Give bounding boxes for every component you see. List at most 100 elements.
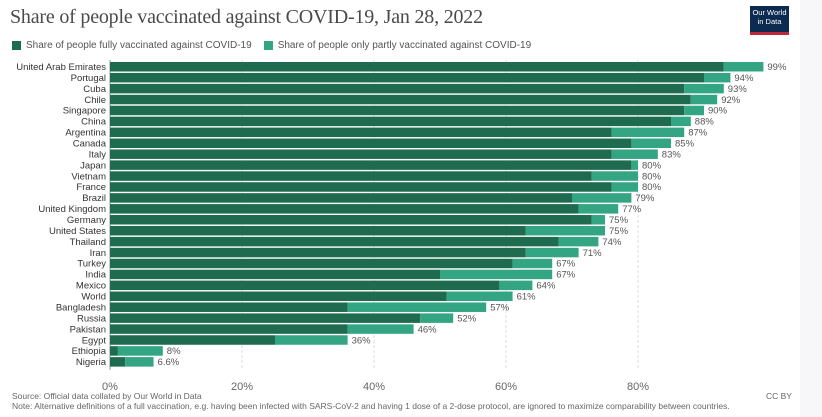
category-label: Turkey bbox=[77, 259, 106, 270]
value-label: 87% bbox=[688, 128, 708, 139]
bar-fully-vaccinated bbox=[110, 105, 685, 116]
bar-partly-vaccinated bbox=[591, 215, 605, 225]
bar-partly-vaccinated bbox=[578, 204, 619, 214]
bar-partly-vaccinated bbox=[525, 225, 605, 236]
x-tick-label: 40% bbox=[363, 381, 385, 390]
bar-partly-vaccinated bbox=[591, 171, 638, 181]
bar-fully-vaccinated bbox=[110, 62, 724, 72]
legend-item-partly[interactable]: Share of people only partly vaccinated a… bbox=[263, 40, 531, 51]
bar-fully-vaccinated bbox=[110, 258, 513, 269]
bar-fully-vaccinated bbox=[110, 269, 440, 280]
bar-fully-vaccinated bbox=[110, 357, 126, 367]
category-label: Russia bbox=[77, 313, 107, 324]
category-label: Portugal bbox=[71, 73, 106, 84]
legend-swatch-partly bbox=[263, 41, 273, 50]
value-label: 71% bbox=[583, 248, 603, 259]
bar-fully-vaccinated bbox=[110, 346, 118, 356]
logo-line-1: Our World bbox=[752, 8, 787, 17]
bar-fully-vaccinated bbox=[110, 204, 579, 214]
value-label: 6.6% bbox=[158, 357, 180, 368]
value-label: 80% bbox=[642, 182, 662, 193]
value-label: 83% bbox=[662, 149, 682, 160]
bar-fully-vaccinated bbox=[110, 247, 526, 258]
bar-partly-vaccinated bbox=[704, 72, 731, 83]
value-label: 46% bbox=[418, 324, 438, 335]
value-label: 77% bbox=[622, 204, 642, 215]
category-label: Germany bbox=[67, 215, 106, 226]
bar-partly-vaccinated bbox=[572, 193, 632, 203]
value-label: 80% bbox=[642, 171, 662, 182]
bar-fully-vaccinated bbox=[110, 171, 592, 181]
value-label: 92% bbox=[721, 95, 741, 106]
bar-partly-vaccinated bbox=[440, 269, 553, 280]
bar-partly-vaccinated bbox=[684, 105, 704, 116]
bar-fully-vaccinated bbox=[110, 94, 691, 105]
owid-logo[interactable]: Our World in Data bbox=[750, 6, 789, 35]
x-tick-label: 0% bbox=[102, 381, 118, 390]
bar-fully-vaccinated bbox=[110, 138, 632, 149]
category-label: Brazil bbox=[82, 193, 106, 204]
chart-card: Share of people vaccinated against COVID… bbox=[10, 6, 792, 411]
source-text: Source: Official data collated by Our Wo… bbox=[12, 391, 202, 401]
chart-title: Share of people vaccinated against COVID… bbox=[10, 6, 483, 28]
bar-partly-vaccinated bbox=[558, 236, 599, 247]
bar-partly-vaccinated bbox=[125, 357, 154, 367]
category-label: World bbox=[81, 292, 106, 303]
x-tick-label: 80% bbox=[627, 381, 649, 390]
category-label: Singapore bbox=[63, 106, 106, 117]
bar-fully-vaccinated bbox=[110, 83, 685, 94]
value-label: 8% bbox=[167, 346, 181, 357]
bar-fully-vaccinated bbox=[110, 302, 348, 312]
bar-fully-vaccinated bbox=[110, 193, 572, 203]
bar-partly-vaccinated bbox=[499, 280, 533, 291]
logo-line-2: in Data bbox=[757, 17, 782, 26]
category-label: United Kingdom bbox=[38, 204, 106, 215]
category-label: Canada bbox=[73, 139, 107, 150]
bar-fully-vaccinated bbox=[110, 291, 447, 302]
legend-item-fully[interactable]: Share of people fully vaccinated against… bbox=[12, 40, 252, 51]
bar-partly-vaccinated bbox=[690, 94, 718, 105]
value-label: 52% bbox=[457, 313, 477, 324]
bar-fully-vaccinated bbox=[110, 335, 275, 345]
value-label: 61% bbox=[517, 292, 537, 303]
value-label: 79% bbox=[635, 193, 655, 204]
bar-fully-vaccinated bbox=[110, 215, 592, 225]
bar-partly-vaccinated bbox=[671, 116, 691, 127]
category-label: Vietnam bbox=[71, 171, 106, 182]
category-label: Italy bbox=[89, 149, 107, 160]
value-label: 36% bbox=[352, 335, 372, 346]
bar-partly-vaccinated bbox=[684, 83, 724, 94]
bar-chart: 0% 20% 40% 60% 80% United Arab Emirates 99% Por… bbox=[16, 60, 787, 390]
category-label: Chile bbox=[84, 95, 106, 106]
value-label: 75% bbox=[609, 215, 629, 226]
category-label: Thailand bbox=[70, 237, 106, 248]
bar-fully-vaccinated bbox=[110, 236, 559, 247]
legend: Share of people fully vaccinated against… bbox=[12, 40, 531, 51]
x-tick-label: 20% bbox=[231, 381, 253, 390]
bar-partly-vaccinated bbox=[631, 138, 671, 149]
license-label[interactable]: CC BY bbox=[766, 391, 792, 401]
bar-fully-vaccinated bbox=[110, 160, 632, 170]
value-label: 75% bbox=[609, 226, 629, 237]
bar-partly-vaccinated bbox=[347, 302, 487, 312]
bar-fully-vaccinated bbox=[110, 313, 421, 323]
category-label: Japan bbox=[80, 160, 106, 171]
bar-fully-vaccinated bbox=[110, 182, 612, 192]
value-label: 88% bbox=[695, 117, 715, 128]
footer-notes: Source: Official data collated by Our Wo… bbox=[12, 391, 730, 411]
bar-partly-vaccinated bbox=[723, 62, 764, 72]
category-label: Egypt bbox=[82, 335, 107, 346]
value-label: 67% bbox=[556, 259, 576, 270]
value-label: 80% bbox=[642, 160, 662, 171]
value-label: 93% bbox=[728, 84, 748, 95]
category-label: Bangladesh bbox=[56, 302, 106, 313]
bar-partly-vaccinated bbox=[525, 247, 579, 258]
bar-partly-vaccinated bbox=[512, 258, 553, 269]
legend-swatch-fully bbox=[12, 41, 21, 50]
category-label: Ethiopia bbox=[72, 346, 107, 357]
bar-partly-vaccinated bbox=[275, 335, 348, 345]
category-label: Nigeria bbox=[76, 357, 107, 368]
value-label: 99% bbox=[767, 62, 787, 73]
value-label: 64% bbox=[536, 281, 556, 292]
note-text: Note: Alternative definitions of a full … bbox=[12, 401, 730, 411]
